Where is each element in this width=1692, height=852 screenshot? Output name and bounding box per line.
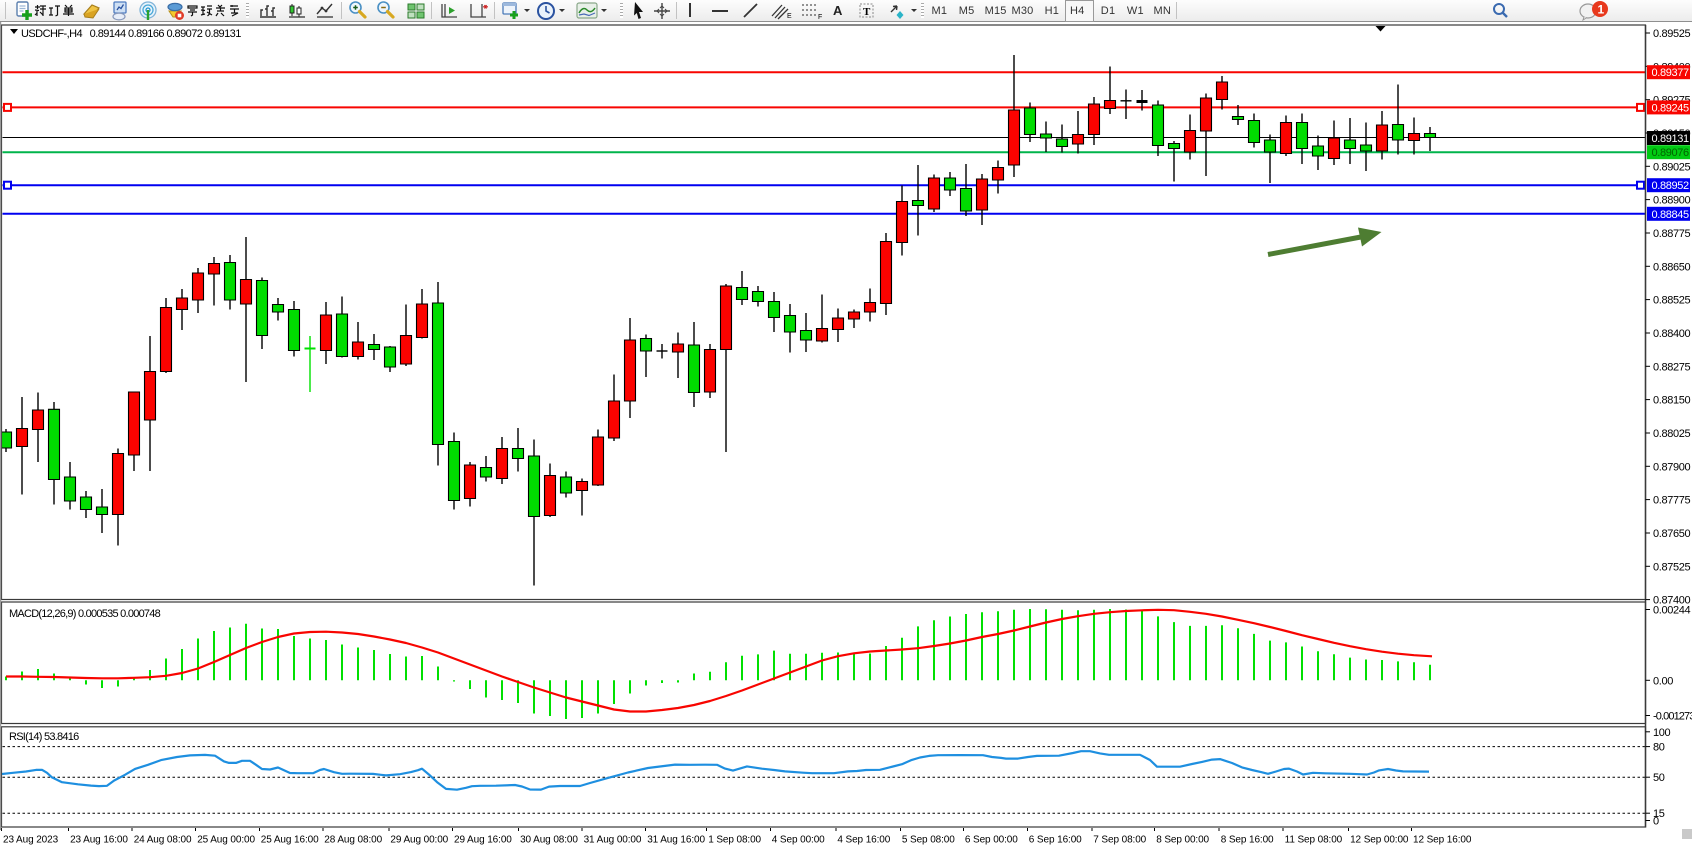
svg-text:0.88400: 0.88400 bbox=[1653, 328, 1691, 340]
svg-text:0.87400: 0.87400 bbox=[1653, 595, 1691, 607]
svg-text:24 Aug 08:00: 24 Aug 08:00 bbox=[134, 835, 192, 846]
svg-text:23 Aug 16:00: 23 Aug 16:00 bbox=[70, 835, 128, 846]
svg-text:31 Aug 16:00: 31 Aug 16:00 bbox=[647, 835, 705, 846]
svg-text:8 Sep 00:00: 8 Sep 00:00 bbox=[1156, 835, 1209, 846]
svg-text:6 Sep 00:00: 6 Sep 00:00 bbox=[965, 835, 1018, 846]
svg-text:7 Sep 08:00: 7 Sep 08:00 bbox=[1093, 835, 1146, 846]
svg-text:11 Sep 08:00: 11 Sep 08:00 bbox=[1285, 835, 1343, 846]
svg-text:0.88650: 0.88650 bbox=[1653, 261, 1691, 273]
svg-text:RSI(14) 53.8416: RSI(14) 53.8416 bbox=[9, 731, 79, 743]
svg-text:0.87525: 0.87525 bbox=[1653, 561, 1691, 573]
svg-text:23 Aug 2023: 23 Aug 2023 bbox=[3, 835, 59, 846]
svg-text:0.89025: 0.89025 bbox=[1653, 161, 1691, 173]
svg-text:0.88025: 0.88025 bbox=[1653, 428, 1691, 440]
svg-text:-0.001273: -0.001273 bbox=[1653, 711, 1692, 723]
svg-text:0.87900: 0.87900 bbox=[1653, 461, 1691, 473]
svg-text:E: E bbox=[787, 13, 792, 20]
svg-text:12 Sep 16:00: 12 Sep 16:00 bbox=[1413, 835, 1472, 846]
svg-text:100: 100 bbox=[1653, 727, 1671, 739]
svg-text:0.87775: 0.87775 bbox=[1653, 495, 1691, 507]
svg-text:25 Aug 16:00: 25 Aug 16:00 bbox=[261, 835, 319, 846]
svg-text:0.89131: 0.89131 bbox=[1652, 133, 1690, 145]
svg-text:8 Sep 16:00: 8 Sep 16:00 bbox=[1221, 835, 1274, 846]
svg-text:0.00244: 0.00244 bbox=[1653, 605, 1691, 617]
svg-text:T: T bbox=[863, 6, 871, 18]
svg-text:1: 1 bbox=[1598, 3, 1605, 17]
svg-text:4 Sep 16:00: 4 Sep 16:00 bbox=[837, 835, 890, 846]
svg-text:F: F bbox=[818, 14, 822, 20]
svg-text:0.89377: 0.89377 bbox=[1652, 67, 1690, 79]
svg-text:0.88775: 0.88775 bbox=[1653, 228, 1691, 240]
svg-text:12 Sep 00:00: 12 Sep 00:00 bbox=[1350, 835, 1409, 846]
svg-text:80: 80 bbox=[1653, 742, 1665, 754]
svg-text:0.88952: 0.88952 bbox=[1652, 180, 1690, 192]
svg-text:1 Sep 08:00: 1 Sep 08:00 bbox=[708, 835, 761, 846]
svg-text:4 Sep 00:00: 4 Sep 00:00 bbox=[772, 835, 825, 846]
svg-text:50: 50 bbox=[1653, 772, 1665, 784]
svg-text:29 Aug 16:00: 29 Aug 16:00 bbox=[454, 835, 512, 846]
svg-text:0: 0 bbox=[1653, 816, 1659, 828]
svg-text:0.89076: 0.89076 bbox=[1652, 147, 1690, 159]
svg-text:0.88525: 0.88525 bbox=[1653, 295, 1691, 307]
svg-text:29 Aug 00:00: 29 Aug 00:00 bbox=[390, 835, 448, 846]
svg-text:15: 15 bbox=[1653, 808, 1665, 820]
svg-text:0.88150: 0.88150 bbox=[1653, 395, 1691, 407]
svg-text:30 Aug 08:00: 30 Aug 08:00 bbox=[520, 835, 578, 846]
svg-text:6 Sep 16:00: 6 Sep 16:00 bbox=[1029, 835, 1082, 846]
svg-text:0.88275: 0.88275 bbox=[1653, 361, 1691, 373]
svg-text:0.89245: 0.89245 bbox=[1652, 102, 1690, 114]
svg-text:31 Aug 00:00: 31 Aug 00:00 bbox=[584, 835, 642, 846]
svg-text:25 Aug 00:00: 25 Aug 00:00 bbox=[197, 835, 255, 846]
svg-text:28 Aug 08:00: 28 Aug 08:00 bbox=[324, 835, 382, 846]
svg-text:0.88900: 0.88900 bbox=[1653, 195, 1691, 207]
svg-text:5 Sep 08:00: 5 Sep 08:00 bbox=[902, 835, 955, 846]
svg-text:0.00: 0.00 bbox=[1653, 675, 1673, 687]
svg-text:0.87650: 0.87650 bbox=[1653, 528, 1691, 540]
svg-text:0.88845: 0.88845 bbox=[1652, 209, 1690, 221]
svg-text:MACD(12,26,9) 0.000535 0.00074: MACD(12,26,9) 0.000535 0.000748 bbox=[9, 608, 161, 620]
svg-text:0.89525: 0.89525 bbox=[1653, 28, 1691, 40]
svg-text:USDCHF-,H4 0.89144 0.89166 0: USDCHF-,H4 0.89144 0.89166 0.89072 0.891… bbox=[21, 28, 241, 40]
